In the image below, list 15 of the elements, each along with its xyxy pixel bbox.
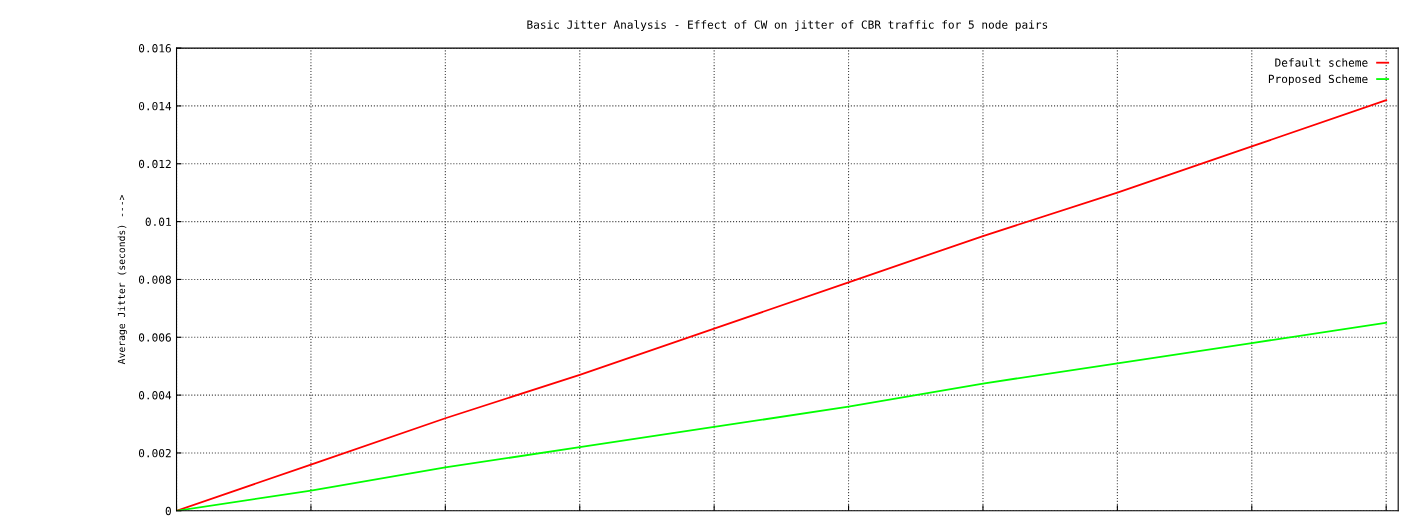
y-tick-label: 0.006 bbox=[138, 333, 171, 342]
line-series bbox=[176, 321, 1388, 511]
y-axis-title: Average Jitter (seconds) ---> bbox=[117, 194, 128, 365]
y-tick-label: 0.012 bbox=[138, 159, 171, 169]
legend-label: Default scheme bbox=[1275, 58, 1368, 67]
y-tick-label: 0.008 bbox=[138, 275, 171, 284]
y-tick-label: 0.004 bbox=[138, 391, 172, 400]
legend-label: Proposed Scheme bbox=[1268, 74, 1368, 86]
y-tick-label: 0.016 bbox=[138, 44, 171, 53]
chart-title: Basic Jitter Analysis - Effect of CW on jitter of CBR traffic for 5 node pairs bbox=[527, 20, 1048, 31]
line-series bbox=[176, 99, 1388, 511]
y-tick-label: 0.002 bbox=[138, 448, 171, 458]
y-tick-label: 0.014 bbox=[138, 101, 172, 111]
y-tick-label: 0.01 bbox=[145, 217, 171, 227]
y-tick-label: 0 bbox=[165, 506, 171, 516]
